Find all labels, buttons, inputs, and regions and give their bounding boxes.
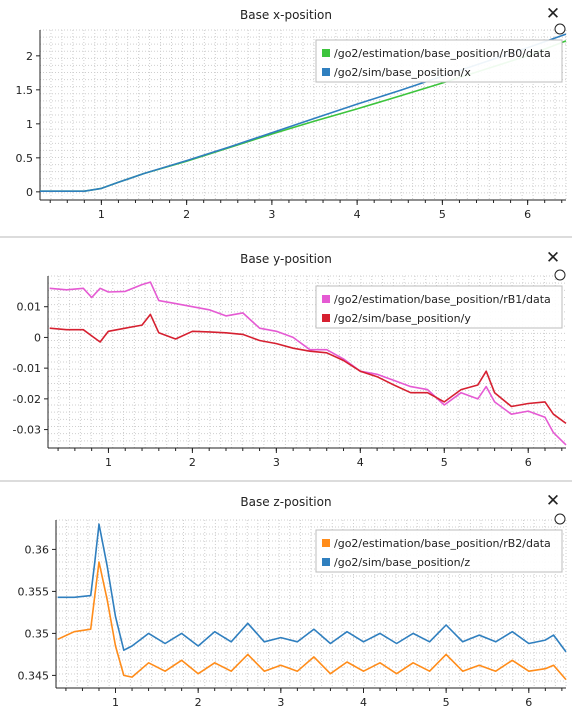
series-line-1 — [57, 523, 567, 653]
x-tick-label: 4 — [360, 696, 367, 709]
panel-x-position: 0 0.5 1 1.5 2 1 2 3 4 5 6/go2/estimation/base_posi… — [0, 0, 572, 236]
y-tick-label: 0 — [34, 331, 41, 344]
x-tick-label: 2 — [189, 456, 196, 469]
legend: /go2/estimation/base_position/rB1/data/g… — [315, 285, 563, 329]
drag-handle-icon[interactable] — [554, 269, 566, 281]
x-tick-label: 1 — [105, 456, 112, 469]
grid — [47, 275, 566, 449]
close-icon[interactable]: ✕ — [545, 491, 561, 511]
y-tick-label: 1.5 — [16, 84, 34, 97]
x-tick-label: 5 — [441, 456, 448, 469]
x-tick-label: 6 — [524, 208, 531, 221]
legend-swatch — [322, 314, 330, 322]
legend-label: /go2/estimation/base_position/rB2/data — [334, 537, 551, 550]
legend-box — [315, 529, 563, 573]
legend-label: /go2/estimation/base_position/rB0/data — [334, 47, 551, 60]
z-position-plot[interactable]: 0.36 0.355 0.35 0.345 1 2 3 4 5 6/go2/estimation/… — [0, 487, 572, 723]
y-tick-label: 1 — [26, 118, 33, 131]
x-position-plot[interactable]: 0 0.5 1 1.5 2 1 2 3 4 5 6/go2/estimation/base_posi… — [0, 0, 572, 236]
legend-box — [315, 39, 563, 83]
x-tick-label: 3 — [277, 696, 284, 709]
y-tick-label: 0.355 — [18, 585, 50, 598]
drag-handle-icon[interactable] — [554, 513, 566, 525]
series-line-1 — [49, 313, 567, 425]
y-tick-label: 0.36 — [25, 543, 50, 556]
x-tick-label: 6 — [525, 456, 532, 469]
panel-z-position: 0.36 0.355 0.35 0.345 1 2 3 4 5 6/go2/estimation/… — [0, 487, 572, 723]
y-tick-label: 0.345 — [18, 669, 50, 682]
y-position-plot[interactable]: 0.01 0 -0.01 -0.02 -0.03 1 2 3 4 5 6/go2/estimatio… — [0, 244, 572, 478]
y-tick-label: -0.01 — [13, 362, 41, 375]
legend-swatch — [322, 68, 330, 76]
legend: /go2/estimation/base_position/rB0/data/g… — [315, 39, 563, 83]
x-tick-label: 3 — [273, 456, 280, 469]
series-line-0 — [49, 281, 567, 446]
x-tick-label: 5 — [443, 696, 450, 709]
series-line-0 — [57, 561, 567, 681]
y-tick-label: 0.35 — [25, 627, 50, 640]
panel-title: Base x-position — [240, 8, 332, 22]
legend-box — [315, 285, 563, 329]
x-tick-label: 5 — [439, 208, 446, 221]
drag-handle-icon[interactable] — [554, 23, 566, 35]
legend-label: /go2/estimation/base_position/rB1/data — [334, 293, 551, 306]
x-tick-label: 4 — [354, 208, 361, 221]
legend-swatch — [322, 49, 330, 57]
y-tick-label: -0.03 — [13, 424, 41, 437]
close-icon[interactable]: ✕ — [545, 248, 561, 268]
legend-swatch — [322, 558, 330, 566]
x-tick-label: 2 — [183, 208, 190, 221]
y-tick-label: -0.02 — [13, 393, 41, 406]
y-tick-label: 2 — [26, 50, 33, 63]
x-tick-label: 2 — [195, 696, 202, 709]
close-icon[interactable]: ✕ — [545, 4, 561, 24]
x-tick-label: 3 — [268, 208, 275, 221]
legend-label: /go2/sim/base_position/y — [334, 312, 471, 325]
panel-y-position: 0.01 0 -0.01 -0.02 -0.03 1 2 3 4 5 6/go2/estimatio… — [0, 244, 572, 478]
panel-divider — [0, 236, 572, 238]
y-tick-label: 0 — [26, 186, 33, 199]
panel-title: Base y-position — [240, 252, 332, 266]
y-tick-label: 0.01 — [17, 301, 42, 314]
legend-label: /go2/sim/base_position/z — [334, 556, 470, 569]
x-tick-label: 1 — [98, 208, 105, 221]
panel-divider — [0, 480, 572, 482]
legend-swatch — [322, 539, 330, 547]
panel-title: Base z-position — [240, 495, 332, 509]
y-tick-label: 0.5 — [16, 152, 34, 165]
x-tick-label: 4 — [357, 456, 364, 469]
legend: /go2/estimation/base_position/rB2/data/g… — [315, 529, 563, 573]
x-tick-label: 1 — [112, 696, 119, 709]
legend-label: /go2/sim/base_position/x — [334, 66, 471, 79]
x-tick-label: 6 — [525, 696, 532, 709]
legend-swatch — [322, 295, 330, 303]
